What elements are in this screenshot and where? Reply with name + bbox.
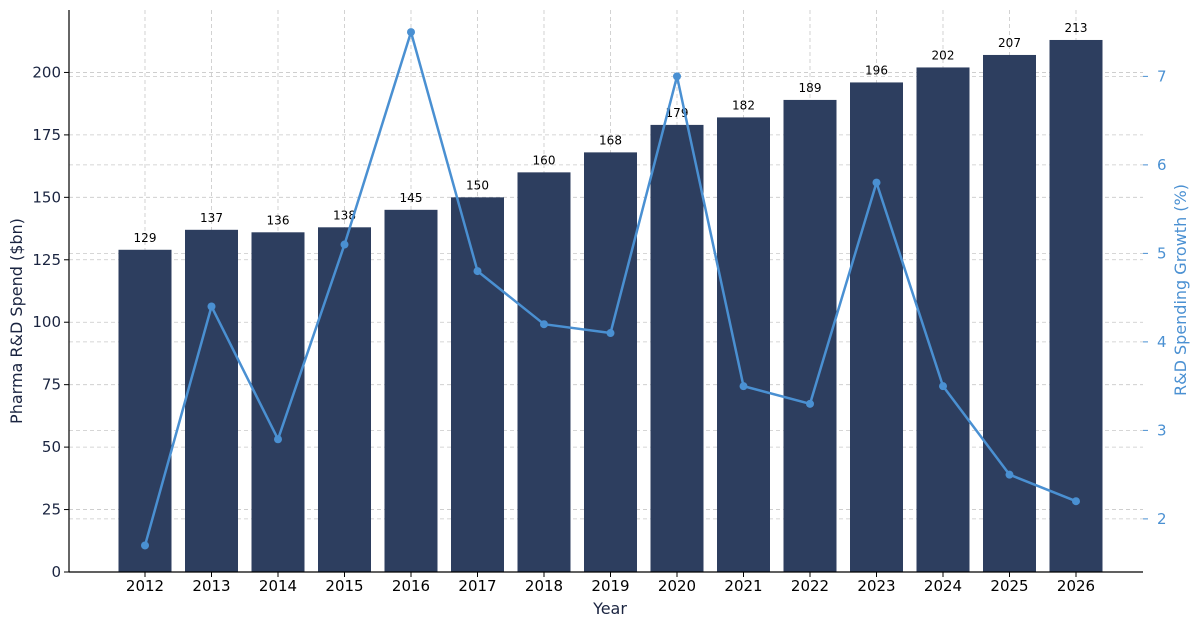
bar-data-label: 213: [1065, 21, 1088, 35]
bar: [517, 172, 571, 572]
bar-data-label: 136: [267, 213, 290, 227]
growth-point: [739, 382, 748, 391]
growth-point: [274, 435, 282, 444]
bar-data-label: 196: [865, 63, 888, 77]
y-tick-label: 0: [51, 563, 61, 581]
bar-data-label: 160: [533, 153, 556, 167]
bar-data-label: 137: [200, 211, 223, 225]
growth-point: [673, 72, 681, 81]
bar-data-label: 202: [932, 48, 955, 62]
x-tick-label: 2014: [259, 577, 297, 595]
bar-data-label: 150: [466, 178, 489, 192]
x-tick-label: 2026: [1057, 577, 1095, 595]
y-tick-label: 175: [32, 126, 61, 144]
bar: [185, 229, 238, 572]
x-tick-label: 2013: [192, 577, 230, 595]
x-tick-label: 2015: [325, 577, 363, 595]
bar-data-label: 182: [732, 98, 755, 112]
x-tick-label: 2023: [857, 577, 895, 595]
x-tick-label: 2022: [791, 577, 829, 595]
bar-data-label: 189: [799, 81, 822, 95]
bar: [318, 227, 371, 572]
y-tick-label: 100: [32, 313, 61, 331]
growth-point: [540, 320, 548, 329]
bar-data-label: 207: [998, 36, 1021, 50]
x-tick-label: 2012: [126, 577, 164, 595]
y2-tick-label: 2: [1157, 510, 1167, 528]
x-tick-label: 2019: [591, 577, 629, 595]
growth-point: [806, 399, 814, 408]
y2-tick-label: 3: [1157, 421, 1167, 439]
bar: [451, 197, 504, 573]
x-axis-title: Year: [592, 599, 627, 618]
y2-tick-label: 5: [1157, 244, 1167, 262]
bar: [717, 117, 770, 572]
x-tick-label: 2025: [990, 577, 1028, 595]
y-axis-title: Pharma R&D Spend ($bn): [7, 218, 26, 424]
y2-tick-label: 6: [1157, 156, 1167, 174]
x-tick-label: 2020: [658, 577, 696, 595]
bar-data-label: 179: [666, 106, 689, 120]
y-tick-label: 200: [32, 63, 61, 81]
growth-point: [872, 178, 881, 187]
bar-data-label: 138: [333, 208, 356, 222]
bar: [384, 209, 438, 573]
axis-layer: 0 25 50 75 100 125 150 175 200 2 3 4 5 6 7 2012 2013 2014…: [32, 10, 1167, 595]
bar: [1049, 39, 1103, 573]
growth-point: [1005, 470, 1014, 479]
growth-point: [207, 302, 216, 311]
bar: [650, 124, 704, 573]
bar: [118, 249, 172, 572]
x-tick-label: 2024: [924, 577, 962, 595]
x-tick-label: 2018: [525, 577, 563, 595]
x-tick-label: 2021: [724, 577, 762, 595]
bar: [783, 99, 837, 573]
bar-label-layer: 129 137 136 138 145 150 160 168 179 182 189 196 202 2…: [134, 21, 1088, 245]
y-tick-label: 125: [32, 251, 61, 269]
bar-layer: [118, 39, 1103, 573]
bar: [850, 82, 903, 573]
bar-data-label: 168: [599, 133, 622, 147]
bar: [584, 152, 637, 572]
y2-tick-label: 7: [1157, 67, 1167, 85]
y-tick-label: 75: [42, 376, 61, 394]
y2-tick-label: 4: [1157, 333, 1167, 351]
growth-point: [340, 240, 349, 249]
growth-point: [939, 382, 947, 391]
growth-point: [473, 267, 482, 276]
growth-point: [606, 329, 615, 338]
y-tick-label: 50: [42, 438, 61, 456]
growth-point: [407, 28, 415, 37]
growth-point: [141, 541, 149, 550]
line-layer: [141, 28, 1080, 550]
bar-data-label: 145: [400, 191, 423, 205]
growth-point: [1072, 497, 1080, 506]
y2-axis-title: R&D Spending Growth (%): [1171, 184, 1190, 396]
x-tick-label: 2016: [392, 577, 430, 595]
bar: [916, 67, 970, 573]
y-tick-label: 25: [42, 501, 61, 519]
bar-data-label: 129: [134, 231, 157, 245]
bar: [983, 54, 1036, 572]
y-tick-label: 150: [32, 188, 61, 206]
x-tick-label: 2017: [458, 577, 496, 595]
